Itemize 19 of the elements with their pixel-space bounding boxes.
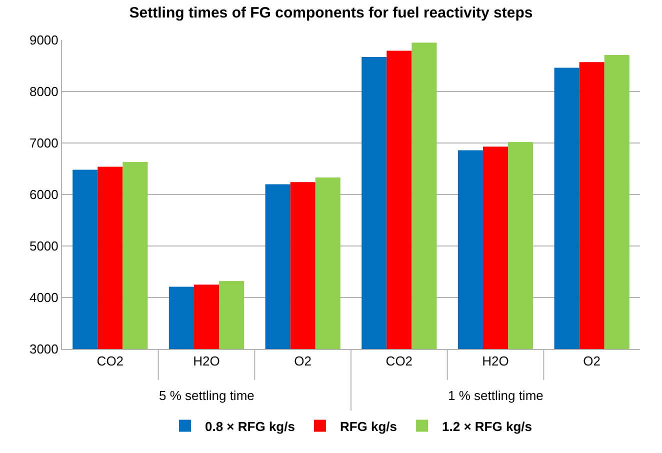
x-tick-label: O2: [294, 354, 312, 369]
y-tick-label: 3000: [29, 342, 58, 357]
x-tick-label: O2: [583, 354, 600, 369]
y-tick-label: 9000: [29, 32, 58, 48]
y-tick-label: 6000: [29, 187, 58, 202]
y-tick-label: 7000: [29, 136, 58, 151]
y-tick-label: 4000: [29, 290, 58, 306]
legend-label: 1.2 × RFG kg/s: [442, 418, 532, 434]
legend-label: 0.8 × RFG kg/s: [205, 418, 295, 434]
y-tick-label: 5000: [29, 238, 58, 254]
x-tick-label: H2O: [193, 354, 220, 369]
y-tick-label: 8000: [29, 84, 58, 100]
legend-label: RFG kg/s: [340, 418, 398, 434]
x-tick-label: H2O: [482, 354, 509, 369]
x-tick-label: CO2: [386, 354, 413, 369]
x-tick-label: CO2: [96, 354, 124, 369]
text: 5 % settling time: [159, 388, 254, 403]
chart-title: Settling times of FG components for fuel reactivity steps: [129, 4, 533, 22]
text: 1 % settling time: [448, 388, 544, 403]
